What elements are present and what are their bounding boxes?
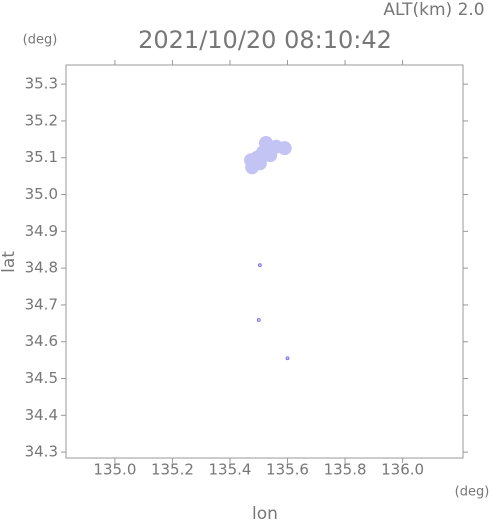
echo-point [285,356,290,361]
x-tick-label: 135.6 [266,461,309,479]
x-axis-label: lon [252,504,278,521]
y-tick-label: 35.0 [25,185,58,203]
plot-frame [65,64,464,459]
chart-title: 2021/10/20 08:10:42 [138,26,392,54]
x-tick-label: 135.4 [209,461,252,479]
x-tick-label: 136.0 [381,461,424,479]
y-tick-label: 34.6 [25,332,58,350]
y-tick-label: 34.9 [25,222,58,240]
y-tick-label: 35.1 [25,148,58,166]
y-unit: (deg) [23,33,58,48]
y-axis-label: lat [0,251,19,273]
y-tick-label: 34.8 [25,259,58,277]
y-tick-label: 35.2 [25,111,58,129]
echo-point [257,263,262,268]
chart-subtitle: ALT(km) 2.0 [383,0,484,20]
y-tick-label: 34.3 [25,443,58,461]
echo-point [252,156,267,171]
y-tick-label: 34.7 [25,295,58,313]
x-tick-label: 135.2 [151,461,194,479]
y-tick-label: 35.3 [25,75,58,93]
y-tick-label: 34.4 [25,406,58,424]
echo-point [263,148,278,163]
x-unit: (deg) [455,485,490,500]
echo-point [256,318,261,322]
x-tick-label: 135.8 [324,461,367,479]
echo-point [277,141,292,156]
x-tick-label: 135.0 [93,461,136,479]
y-tick-label: 34.5 [25,369,58,387]
